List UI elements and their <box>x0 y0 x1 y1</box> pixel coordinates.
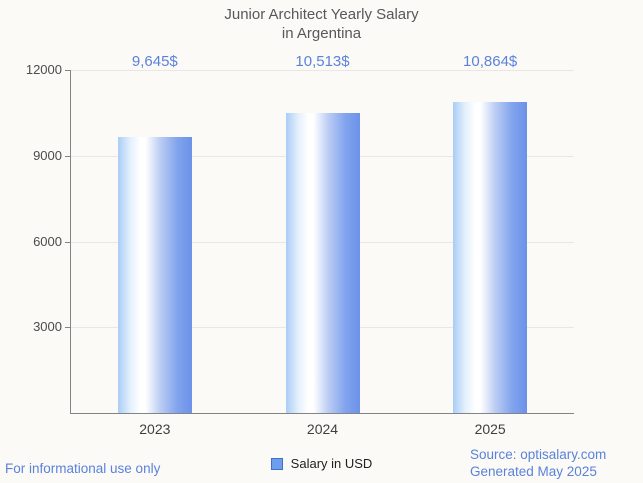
y-axis-label: 3000 <box>33 319 62 334</box>
legend-swatch-icon <box>270 457 283 470</box>
plot-area: 3000 6000 9000 12000 2023 9,645$ 2024 10,513$ 20… <box>26 54 574 437</box>
y-axis-tick <box>65 242 70 243</box>
bar-value-label: 10,513$ <box>295 53 350 70</box>
legend: Salary in USD <box>0 456 643 471</box>
x-axis-label-2023: 2023 <box>139 421 171 437</box>
chart-title-line2: in Argentina <box>281 25 362 42</box>
y-axis-tick <box>65 327 70 328</box>
chart-title: Junior Architect Yearly Salary in Argent… <box>0 5 643 43</box>
gridline <box>71 70 574 71</box>
x-axis-label-2025: 2025 <box>474 421 506 437</box>
bar-value-label: 9,645$ <box>131 53 178 70</box>
y-axis-tick <box>65 156 70 157</box>
y-axis-label: 12000 <box>25 62 62 77</box>
bar-value-label: 10,864$ <box>463 53 518 70</box>
y-axis-label: 6000 <box>33 234 62 249</box>
bar-2024 <box>286 113 360 413</box>
source-block: Source: optisalary.com Generated May 202… <box>470 446 606 480</box>
y-axis-label: 9000 <box>33 148 62 163</box>
disclaimer-note: For informational use only <box>5 461 161 476</box>
source-link[interactable]: Source: optisalary.com <box>470 447 607 462</box>
y-axis-tick <box>65 70 70 71</box>
legend-label: Salary in USD <box>290 456 373 471</box>
generated-date: Generated May 2025 <box>470 464 597 479</box>
bar-2023 <box>118 137 192 413</box>
bar-2025 <box>453 102 527 413</box>
chart-title-line1: Junior Architect Yearly Salary <box>224 6 419 23</box>
x-axis-label-2024: 2024 <box>306 421 339 437</box>
